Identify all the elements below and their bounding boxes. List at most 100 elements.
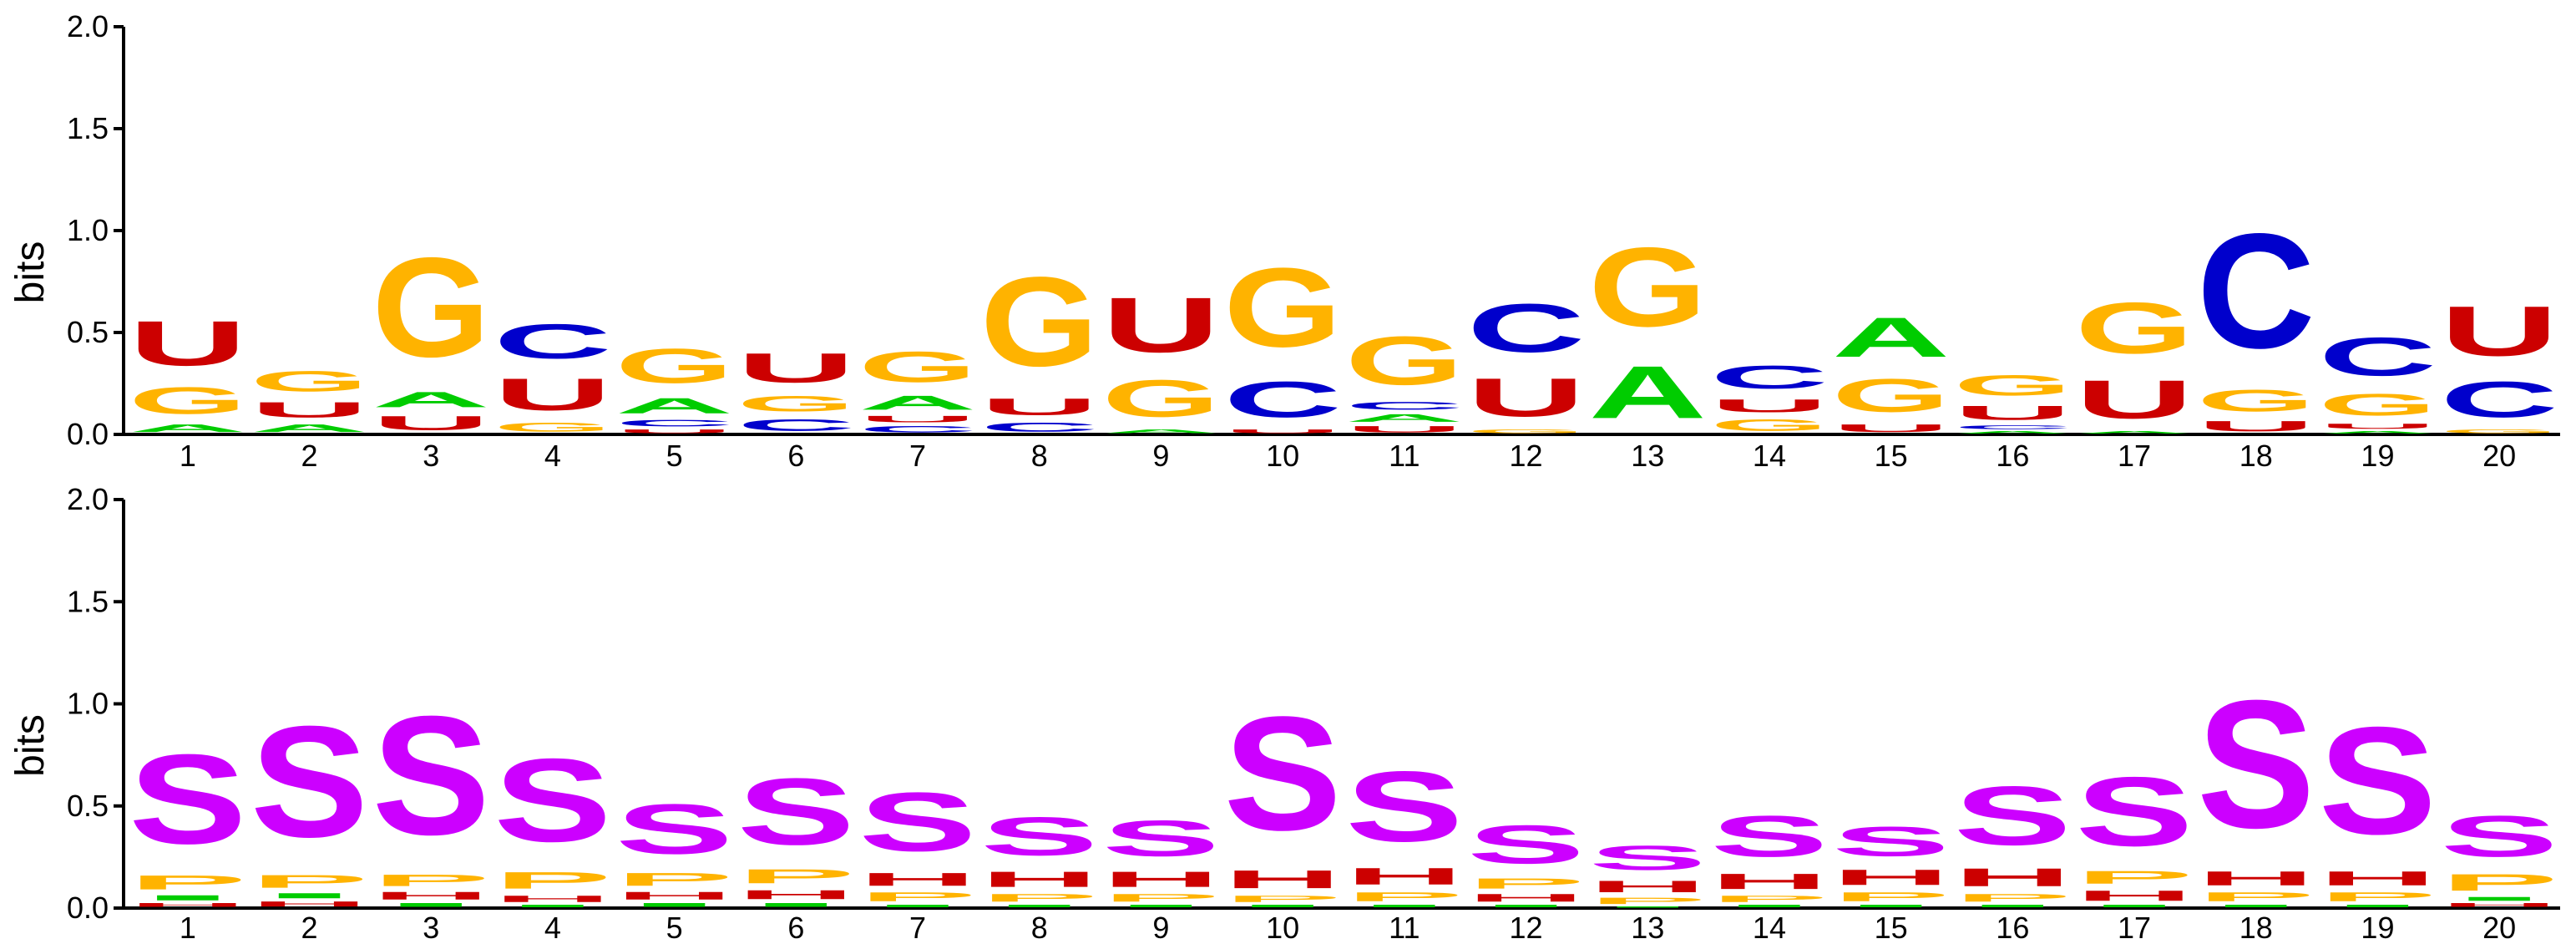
logo-letter-U: U [2440, 292, 2558, 371]
logo-letter-P: P [2319, 890, 2437, 904]
logo-letter-U: U [372, 412, 490, 434]
logo-letter-H: H [1223, 865, 1342, 894]
x-tick-label: 3 [423, 439, 439, 473]
y-axis-label: bits [8, 714, 53, 777]
logo-letter-I: I [1588, 906, 1707, 908]
logo-letter-S: S [251, 693, 369, 870]
logo-letter-P: P [615, 869, 734, 889]
logo-letter-C: C [737, 416, 856, 434]
x-tick-label: 10 [1266, 911, 1299, 944]
logo-letter-C: C [1467, 289, 1586, 366]
logo-letter-P: P [2440, 870, 2558, 896]
x-tick-label: 14 [1753, 911, 1786, 944]
x-tick-label: 10 [1266, 439, 1299, 473]
logo-letter-U: U [2197, 418, 2315, 434]
logo-letter-S: S [2197, 662, 2315, 865]
logo-letter-I: I [1102, 904, 1221, 908]
logo-letter-A: A [372, 388, 490, 412]
logo-letter-U: U [858, 414, 977, 424]
x-tick-label: 12 [1510, 911, 1543, 944]
logo-letter-G: G [1954, 369, 2072, 402]
logo-letter-S: S [1954, 769, 2072, 863]
logo-letter-G: G [1710, 416, 1829, 434]
logo-letter-I: I [2440, 896, 2558, 901]
logo-column-1: 1 AGU [129, 307, 247, 473]
logo-letter-P: P [372, 871, 490, 890]
logo-letter-H: H [2319, 867, 2437, 890]
logo-letter-C: C [1345, 400, 1464, 413]
logo-letter-S: S [1102, 810, 1221, 867]
logo-letter-U: U [980, 393, 1099, 420]
logo-letter-S: S [2319, 695, 2437, 866]
logo-letter-P: P [858, 890, 977, 904]
logo-letter-I: I [1954, 904, 2072, 908]
logo-letter-I: I [2075, 904, 2194, 908]
logo-letter-A: A [2319, 430, 2437, 434]
logo-letter-A: A [615, 393, 734, 418]
x-tick-label: 17 [2118, 911, 2151, 944]
logo-letter-H: H [2440, 902, 2558, 908]
logo-letter-I: I [737, 902, 856, 908]
x-tick-label: 7 [909, 911, 926, 944]
logo-panel-1: 0.00.51.01.52.0bits1AGU2AUG3UAG4GUC5UCAG… [8, 9, 2560, 473]
x-tick-label: 6 [787, 439, 804, 473]
logo-letter-U: U [1710, 396, 1829, 416]
logo-letter-U: U [2075, 369, 2194, 430]
logo-letter-G: G [251, 365, 369, 398]
logo-letter-H: H [615, 890, 734, 902]
logo-letter-G: G [1102, 369, 1221, 428]
logo-letter-G: G [858, 343, 977, 391]
y-tick-label: 0.0 [67, 891, 109, 925]
logo-letter-U: U [737, 345, 856, 392]
x-tick-label: 9 [1152, 439, 1169, 473]
logo-letter-S: S [1345, 750, 1464, 862]
logo-letter-P: P [2197, 890, 2315, 904]
logo-letter-C: C [1954, 424, 2072, 430]
logo-letter-U: U [251, 398, 369, 422]
x-tick-label: 9 [1152, 911, 1169, 944]
logo-letter-S: S [737, 759, 856, 865]
logo-letter-A: A [1954, 430, 2072, 434]
logo-letter-I: I [1467, 904, 1586, 908]
y-tick-label: 0.5 [67, 315, 109, 349]
x-tick-label: 1 [180, 439, 196, 473]
logo-column-6: 6 CGU [737, 345, 856, 473]
logo-letter-C: C [1223, 371, 1342, 428]
logo-letter-I: I [1710, 904, 1829, 908]
logo-letter-I: I [858, 904, 977, 908]
logo-letter-H: H [980, 867, 1099, 891]
logo-letter-U: U [129, 307, 247, 379]
logo-letter-H: H [129, 902, 247, 908]
logo-letter-I: I [372, 902, 490, 908]
logo-letter-H: H [1588, 877, 1707, 896]
logo-letter-S: S [2075, 757, 2194, 867]
x-tick-label: 2 [301, 911, 318, 944]
x-tick-label: 12 [1510, 439, 1543, 473]
logo-panel-2: 0.00.51.01.52.0bits1HIPS2HIPS3IHPS4IHPS5… [8, 482, 2560, 944]
logo-letter-H: H [2075, 887, 2194, 904]
logo-letter-G: G [1832, 369, 1951, 422]
logo-letter-I: I [1345, 904, 1464, 908]
logo-letter-C: C [2319, 327, 2437, 388]
logo-letter-I: I [1223, 904, 1342, 908]
logo-letter-I: I [251, 891, 369, 900]
logo-letter-P: P [1102, 891, 1221, 904]
logo-letter-G: G [1223, 244, 1342, 370]
logo-letter-U: U [2319, 422, 2437, 430]
logo-letter-I: I [2197, 904, 2315, 908]
logo-letter-S: S [980, 806, 1099, 867]
